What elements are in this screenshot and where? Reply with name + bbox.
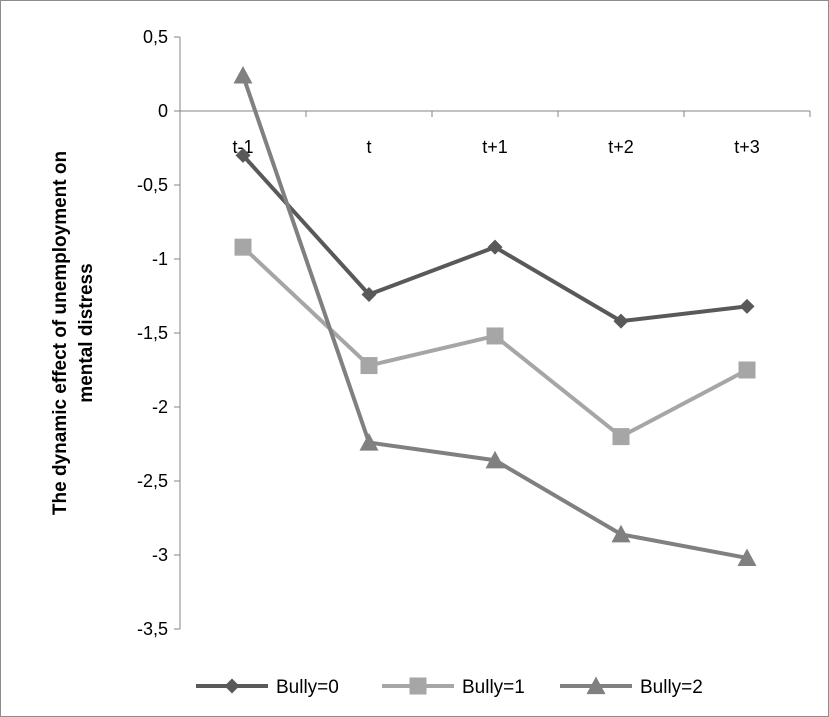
- series-0: [235, 147, 755, 329]
- data-point: [359, 433, 379, 451]
- data-point: [234, 238, 252, 256]
- data-point: [233, 65, 253, 84]
- series-2: [233, 65, 757, 567]
- legend-label: Bully=0: [276, 677, 339, 698]
- data-point: [613, 313, 629, 329]
- data-point: [738, 361, 756, 379]
- data-point: [361, 287, 377, 303]
- x-tick-label: t-1: [232, 137, 253, 157]
- y-tick-label: -3,5: [137, 619, 168, 639]
- y-tick-label: 0: [158, 101, 168, 121]
- data-point: [737, 548, 757, 567]
- x-tick-labels: t-1 t t+1 t+2 t+3: [232, 137, 759, 157]
- legend-label: Bully=1: [462, 677, 525, 698]
- legend-marker: [224, 678, 240, 694]
- legend-entry: Bully=1: [382, 677, 525, 698]
- data-point: [486, 327, 504, 345]
- data-point: [235, 147, 251, 163]
- legend-entry: Bully=2: [560, 676, 703, 698]
- y-tick-label: -2: [152, 397, 168, 417]
- y-tick-label: 0,5: [143, 27, 168, 47]
- x-tick-label: t: [366, 137, 371, 157]
- data-point: [739, 298, 755, 314]
- legend-entry: Bully=0: [196, 677, 339, 698]
- legend-marker: [409, 677, 427, 695]
- y-axis-label-line: mental distress: [76, 263, 97, 402]
- y-axis-label-line: The dynamic effect of unemployment on: [50, 151, 71, 515]
- data-point: [487, 239, 503, 255]
- legend-label: Bully=2: [640, 677, 703, 698]
- y-tick-label: -3: [152, 545, 168, 565]
- axes: [174, 36, 811, 630]
- data-point: [611, 524, 631, 543]
- y-tick-label: -2,5: [137, 471, 168, 491]
- x-tick-label: t+3: [734, 137, 760, 157]
- y-tick-label: -1: [152, 249, 168, 269]
- y-tick-label: -1,5: [137, 323, 168, 343]
- data-point: [360, 357, 378, 375]
- legend-marker: [586, 676, 606, 695]
- data-point: [612, 428, 630, 446]
- data-point: [485, 450, 505, 469]
- x-tick-label: t+2: [608, 137, 634, 157]
- y-axis-title: The dynamic effect of unemployment on men…: [50, 151, 97, 515]
- y-axis-label: The dynamic effect of unemployment on men…: [50, 151, 97, 515]
- legend: Bully=0 Bully=1 Bully=2: [196, 676, 703, 698]
- series-layer: [233, 65, 757, 567]
- x-tick-label: t+1: [482, 137, 508, 157]
- y-tick-label: -0,5: [137, 175, 168, 195]
- y-tick-labels: 0,5 0 -0,5 -1 -1,5 -2 -2,5 -3 -3,5: [137, 27, 168, 639]
